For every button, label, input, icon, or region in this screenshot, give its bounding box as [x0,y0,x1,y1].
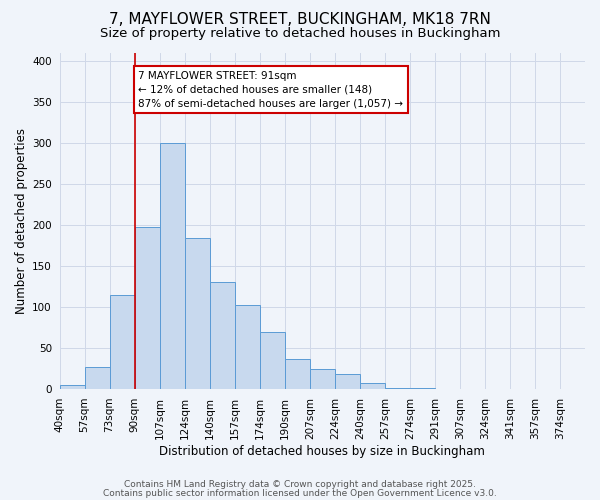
Text: Contains public sector information licensed under the Open Government Licence v3: Contains public sector information licen… [103,489,497,498]
Bar [335,374,360,389]
Text: 7 MAYFLOWER STREET: 91sqm
← 12% of detached houses are smaller (148)
87% of semi: 7 MAYFLOWER STREET: 91sqm ← 12% of detac… [139,70,403,108]
Bar [85,367,110,389]
Bar [235,304,260,389]
Bar [110,294,134,389]
Bar [209,282,235,389]
Text: 7, MAYFLOWER STREET, BUCKINGHAM, MK18 7RN: 7, MAYFLOWER STREET, BUCKINGHAM, MK18 7R… [109,12,491,28]
Bar [59,385,85,389]
Bar [260,332,285,389]
Y-axis label: Number of detached properties: Number of detached properties [15,128,28,314]
Bar [285,359,310,389]
Bar [360,382,385,389]
Bar [185,238,209,389]
Bar [134,226,160,389]
Bar [385,388,410,389]
Bar [160,143,185,389]
Bar [310,368,335,389]
Bar [410,388,435,389]
Text: Size of property relative to detached houses in Buckingham: Size of property relative to detached ho… [100,28,500,40]
X-axis label: Distribution of detached houses by size in Buckingham: Distribution of detached houses by size … [160,444,485,458]
Text: Contains HM Land Registry data © Crown copyright and database right 2025.: Contains HM Land Registry data © Crown c… [124,480,476,489]
